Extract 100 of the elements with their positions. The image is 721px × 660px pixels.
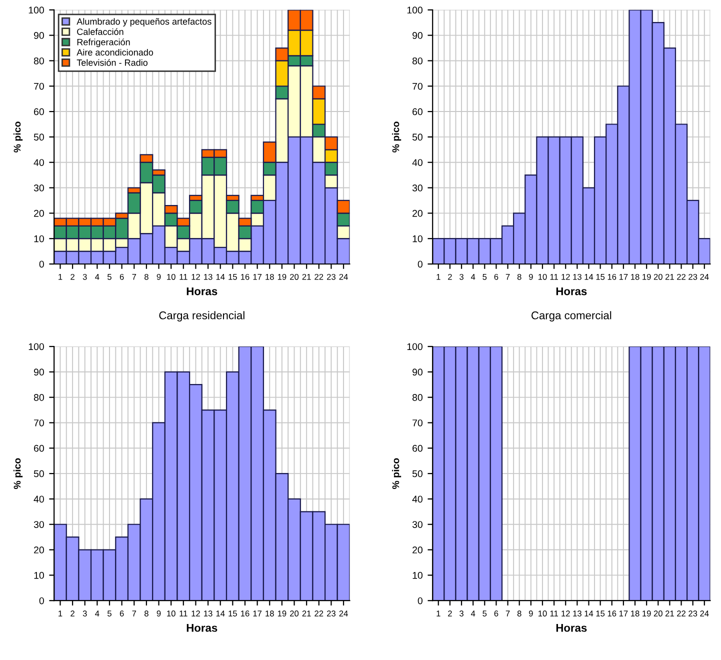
x-tick-label: 7: [132, 274, 136, 280]
x-tick-label: 12: [562, 610, 570, 616]
y-tick-label: 10: [34, 572, 44, 579]
y-tick-label: 100: [28, 6, 44, 14]
x-tick-label: 19: [642, 274, 651, 280]
x-tick-label: 2: [70, 610, 74, 616]
y-tick-label: 70: [34, 419, 44, 426]
legend-label: Televisión - Radio: [76, 59, 148, 66]
x-tick-label: 6: [494, 274, 498, 280]
y-tick-label: 50: [412, 470, 422, 478]
y-tick-label: 50: [34, 470, 44, 478]
x-tick-label: 24: [339, 274, 348, 280]
x-tick-label: 14: [584, 610, 594, 616]
y-tick-label: 40: [34, 159, 44, 166]
legend-label: Alumbrado y pequeños artefactos: [76, 18, 212, 26]
y-axis-title: % pico: [14, 458, 23, 489]
x-tick-label: 24: [700, 610, 709, 616]
x-tick-label: 2: [70, 274, 74, 280]
x-tick-label: 1: [58, 610, 62, 616]
x-axis-title: Horas: [556, 287, 587, 296]
x-tick-label: 19: [278, 274, 286, 280]
x-tick-label: 9: [156, 610, 161, 616]
x-axis-title: Horas: [186, 624, 218, 632]
x-tick-label: 7: [506, 610, 510, 616]
y-tick-label: 10: [34, 235, 44, 242]
x-tick-label: 19: [642, 610, 651, 616]
x-tick-label: 9: [528, 610, 533, 616]
x-tick-label: 17: [619, 610, 628, 616]
x-tick-label: 3: [82, 610, 87, 616]
x-tick-label: 16: [240, 274, 250, 280]
x-tick-label: 21: [302, 610, 311, 616]
x-tick-label: 1: [436, 610, 440, 616]
x-tick-label: 20: [654, 274, 662, 280]
y-tick-label: 50: [412, 134, 422, 141]
y-tick-label: 40: [34, 496, 44, 503]
y-tick-label: 30: [412, 521, 422, 528]
y-tick-label: 80: [34, 394, 44, 401]
y-tick-label: 10: [412, 572, 422, 579]
y-tick-label: 90: [34, 368, 44, 376]
x-tick-label: 12: [562, 274, 570, 280]
y-tick-label: 40: [412, 496, 422, 503]
x-tick-label: 20: [290, 274, 299, 280]
x-tick-label: 18: [631, 274, 640, 280]
x-tick-label: 8: [144, 610, 148, 616]
x-tick-label: 21: [302, 274, 311, 280]
x-tick-label: 10: [538, 274, 547, 280]
x-tick-label: 4: [470, 274, 476, 280]
x-tick-label: 23: [326, 610, 336, 616]
x-tick-label: 15: [228, 274, 237, 280]
x-tick-label: 7: [506, 274, 510, 280]
x-tick-label: 6: [120, 274, 124, 280]
x-tick-label: 22: [677, 610, 686, 616]
legend-label: Calefacción: [77, 28, 124, 35]
y-tick-label: 60: [34, 108, 44, 116]
x-tick-label: 11: [180, 610, 188, 616]
legend-label: Refrigeración: [77, 38, 130, 48]
y-tick-label: 60: [412, 108, 422, 116]
x-tick-label: 22: [314, 274, 324, 280]
x-tick-label: 24: [700, 274, 709, 280]
y-tick-label: 50: [34, 134, 44, 141]
y-tick-label: 80: [412, 57, 422, 64]
y-tick-label: 20: [34, 546, 44, 554]
y-tick-label: 70: [34, 82, 44, 90]
x-tick-label: 17: [253, 610, 262, 616]
y-tick-label: 100: [407, 343, 422, 350]
y-tick-label: 90: [412, 32, 422, 39]
y-tick-label: 90: [412, 368, 422, 376]
y-tick-label: 70: [412, 419, 422, 426]
y-tick-label: 90: [34, 32, 44, 39]
x-tick-label: 15: [596, 274, 605, 280]
y-tick-label: 60: [412, 444, 422, 452]
x-tick-label: 8: [517, 274, 522, 280]
x-tick-label: 14: [584, 274, 594, 280]
x-tick-label: 21: [665, 610, 674, 616]
x-tick-label: 23: [688, 610, 698, 616]
x-tick-label: 9: [528, 274, 533, 280]
x-tick-label: 5: [108, 610, 112, 616]
x-tick-label: 5: [482, 610, 487, 616]
y-tick-label: 30: [412, 184, 422, 192]
y-tick-label: 0: [39, 260, 44, 268]
y-tick-label: 80: [34, 57, 44, 64]
y-tick-label: 30: [34, 184, 44, 192]
x-tick-label: 23: [688, 274, 698, 280]
x-tick-label: 17: [253, 274, 262, 280]
x-tick-label: 18: [266, 274, 274, 280]
y-axis-title: % pico: [392, 122, 402, 152]
x-tick-label: 4: [470, 610, 476, 616]
x-tick-label: 24: [339, 610, 348, 616]
y-tick-label: 60: [34, 444, 44, 452]
y-axis-title: % pico: [392, 458, 402, 489]
x-tick-label: 15: [596, 610, 605, 616]
legend-label: Aire acondicionado: [76, 48, 154, 56]
x-tick-label: 12: [192, 610, 200, 616]
y-tick-label: 20: [412, 210, 422, 217]
x-tick-label: 2: [448, 274, 452, 280]
x-tick-label: 11: [550, 610, 558, 616]
x-tick-label: 6: [494, 610, 498, 616]
text: Carga residencial: [159, 311, 244, 322]
x-tick-label: 15: [228, 610, 237, 616]
x-tick-label: 2: [448, 610, 452, 616]
